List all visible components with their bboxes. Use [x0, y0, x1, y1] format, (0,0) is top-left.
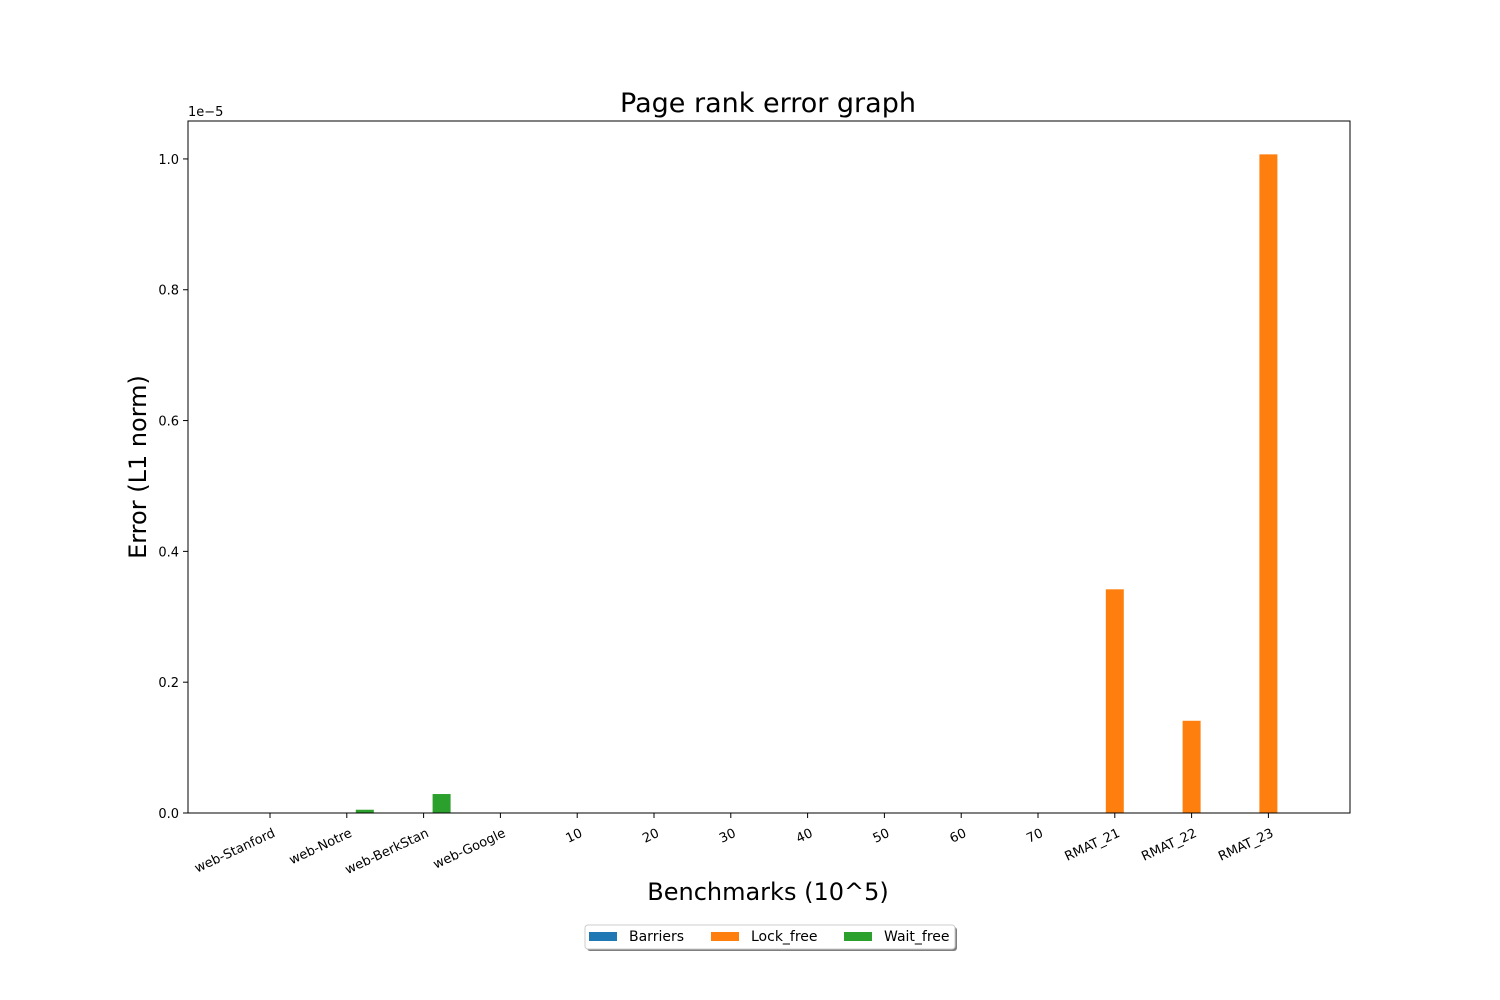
y-axis-label: Error (L1 norm) — [124, 375, 152, 559]
y-tick-label-1: 0.2 — [158, 676, 179, 691]
x-tick-label-5: 20 — [640, 826, 661, 847]
y-tick-label-3: 0.6 — [158, 415, 179, 430]
x-tick-label-0: web-Stanford — [192, 826, 277, 876]
legend-swatch-barriers — [589, 932, 617, 941]
bars-group — [355, 154, 1278, 814]
x-tick-label-7: 40 — [794, 826, 815, 847]
x-tick-label-4: 10 — [564, 826, 585, 847]
x-tick-label-1: web-Notre — [287, 826, 354, 868]
legend-label-wait_free: Wait_free — [884, 929, 950, 945]
x-tick-label-13: RMAT_23 — [1216, 826, 1276, 865]
legend-label-barriers: Barriers — [629, 929, 684, 945]
x-tick-label-10: 70 — [1024, 826, 1045, 847]
y-axis-multiplier: 1e−5 — [188, 105, 223, 120]
x-tick-label-6: 30 — [717, 826, 738, 847]
y-tick-label-0: 0.0 — [158, 807, 179, 822]
y-axis: 0.0 0.2 0.4 0.6 0.8 1.0 — [158, 153, 188, 822]
legend-swatch-wait_free — [844, 932, 872, 941]
y-tick-label-4: 0.8 — [158, 284, 179, 299]
bar-wait_free-1 — [355, 809, 374, 813]
plot-area — [187, 120, 1351, 814]
x-tick-label-8: 50 — [871, 826, 892, 847]
legend-box — [584, 924, 956, 950]
x-tick-label-3: web-Google — [431, 826, 508, 873]
x-tick-label-9: 60 — [948, 826, 969, 847]
legend: Barriers Lock_free Wait_free — [584, 924, 957, 951]
legend-label-lock_free: Lock_free — [751, 929, 818, 945]
x-tick-label-2: web-BerkStan — [343, 826, 431, 878]
bar-lock_free-13 — [1259, 154, 1278, 814]
legend-swatch-lock_free — [711, 932, 739, 941]
x-tick-label-11: RMAT_21 — [1063, 826, 1123, 865]
y-tick-label-2: 0.4 — [158, 545, 179, 560]
x-tick-label-12: RMAT_22 — [1139, 826, 1199, 865]
y-tick-label-5: 1.0 — [158, 153, 179, 168]
chart-title: Page rank error graph — [620, 88, 916, 119]
bar-wait_free-2 — [432, 794, 451, 813]
bar-lock_free-12 — [1182, 720, 1201, 813]
x-axis-label: Benchmarks (10^5) — [647, 878, 888, 906]
bar-lock_free-11 — [1105, 589, 1124, 813]
